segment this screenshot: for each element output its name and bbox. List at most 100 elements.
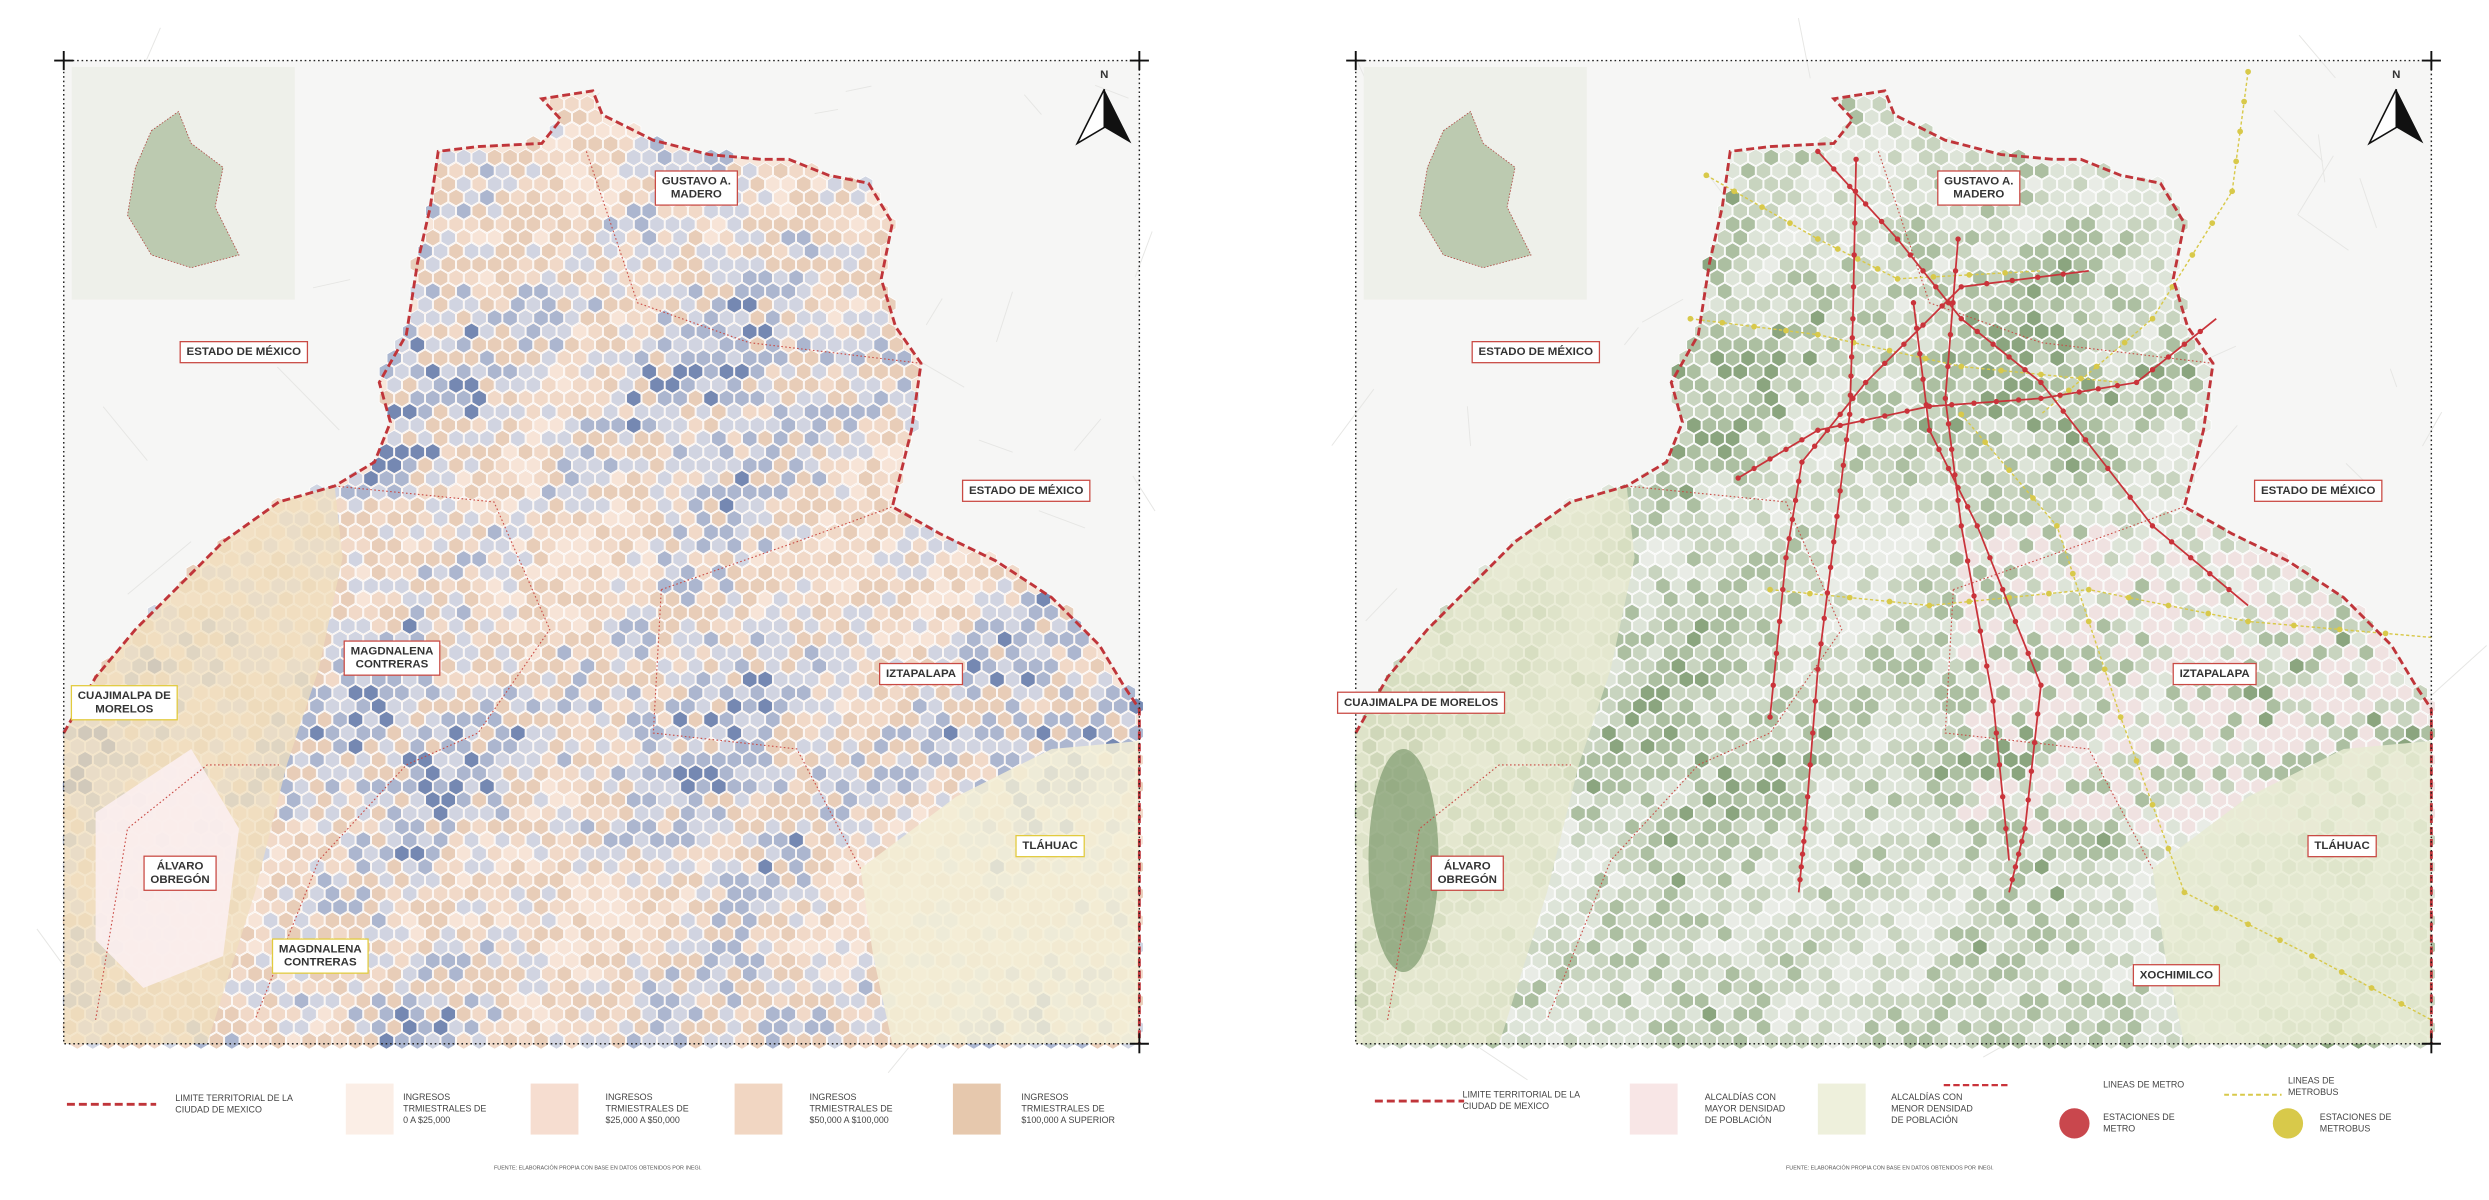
street [2298, 34, 2336, 79]
metro-station [1796, 478, 1802, 484]
legend-text: 0 A $25,000 [403, 1115, 450, 1125]
metro-station [1852, 220, 1858, 226]
place-label-box [961, 479, 1091, 502]
hex-cells [62, 135, 1144, 1050]
dense-forest [1368, 748, 1439, 973]
metro-station [2149, 523, 2156, 529]
legend-text: TRMIESTRALES DE [1021, 1103, 1104, 1113]
metrobus-station [2237, 128, 2244, 135]
metro-station [1751, 465, 1757, 472]
metro-station [2015, 851, 2022, 857]
metro-station [2038, 395, 2044, 402]
metro-station [1804, 794, 1811, 800]
street [1132, 475, 1156, 512]
borough-boundary [1953, 506, 2185, 591]
legend-text: LINEAS DE [2288, 1075, 2335, 1085]
place-label-box [343, 640, 441, 676]
place-label: MADERO [1953, 189, 2004, 201]
borough-boundary [1944, 589, 2153, 869]
metrobus-station [2085, 618, 2092, 625]
metro-station [1776, 618, 1783, 625]
metro-station [2038, 379, 2044, 386]
metro-station [1958, 284, 1964, 290]
metro-station [2181, 341, 2188, 347]
metro-station [1952, 472, 1958, 478]
metro-station [2197, 328, 2204, 335]
metro-station [1862, 201, 1869, 207]
metro-station [2003, 825, 2009, 832]
metrobus-station [2133, 758, 2140, 764]
metro-station [1853, 156, 1859, 163]
metrobus-station [1846, 594, 1853, 601]
metro-station [1801, 838, 1807, 845]
legend-text: ALCALDÍAS CON [1891, 1092, 1962, 1102]
legend-swatch [1817, 1083, 1866, 1135]
metro-station [1971, 400, 1977, 406]
place-label-box [2172, 662, 2257, 686]
legend-text: LIMITE TERRITORIAL DE LA [175, 1093, 293, 1103]
legend-text: METROBUS [2288, 1087, 2339, 1097]
borough-boundary [652, 589, 861, 869]
metro-station [1947, 331, 1954, 338]
metro-station [1811, 443, 1818, 449]
metro-station [2009, 876, 2015, 883]
metrobus-station [2046, 590, 2052, 597]
legend-station [2059, 1108, 2090, 1139]
metro-station [2012, 618, 2019, 625]
legend-text: INGRESOS [606, 1092, 653, 1102]
legend-swatch [952, 1083, 1001, 1135]
metro-station [2006, 354, 2012, 360]
metro-station [1939, 303, 1945, 309]
metro-station [1812, 698, 1819, 704]
metro-station [2015, 397, 2022, 403]
metrobus-station [1922, 355, 1929, 362]
metro-station [1894, 236, 1901, 242]
metro-station [1955, 484, 1961, 491]
legend-text: $50,000 A $100,000 [809, 1115, 888, 1125]
metro-station [2035, 274, 2041, 280]
borough-boundary [95, 764, 279, 1020]
metrobus-station [1807, 590, 1813, 597]
metro-station [1798, 864, 1804, 870]
street [2297, 214, 2349, 251]
metrobus-station [1958, 411, 1965, 418]
north-label: N [2392, 69, 2400, 81]
street [1641, 298, 1684, 323]
metro-station [1964, 558, 1971, 564]
metrobus-station [1874, 266, 1881, 272]
metro-station [1848, 373, 1854, 379]
street [2430, 645, 2487, 697]
metrobus-station [1998, 367, 2004, 374]
street [1471, 1041, 1528, 1081]
street [1023, 94, 1042, 115]
street [2273, 110, 2324, 162]
street [36, 928, 65, 967]
place-label-box [878, 662, 964, 686]
metro-station [1923, 402, 1929, 408]
metrobus-station [2149, 315, 2156, 322]
metrobus-station [1886, 347, 1893, 354]
borough-boundary [1546, 485, 1843, 1021]
street [1623, 327, 1639, 346]
metro-station [1990, 698, 1996, 704]
metrobus-station [1731, 188, 1738, 195]
metro-station [1818, 641, 1824, 647]
street [2359, 178, 2377, 229]
metrobus-station [1930, 274, 1937, 280]
metrobus-station [2054, 522, 2060, 529]
legend-text: LINEAS DE METRO [2103, 1080, 2184, 1090]
metrobus-station [2245, 921, 2251, 928]
metro-station [2165, 354, 2172, 360]
metrobus-station [2085, 586, 2092, 593]
metro-station [1840, 462, 1847, 469]
place-label-box [1430, 855, 1504, 891]
metro-station [1920, 268, 1926, 274]
metro-station [1882, 413, 1888, 419]
metro-station [1984, 663, 1990, 669]
place-label: ESTADO DE MÉXICO [2261, 484, 2376, 497]
metro-line [1769, 270, 2089, 718]
metro-station [2019, 838, 2025, 845]
metro-station [2028, 768, 2035, 774]
